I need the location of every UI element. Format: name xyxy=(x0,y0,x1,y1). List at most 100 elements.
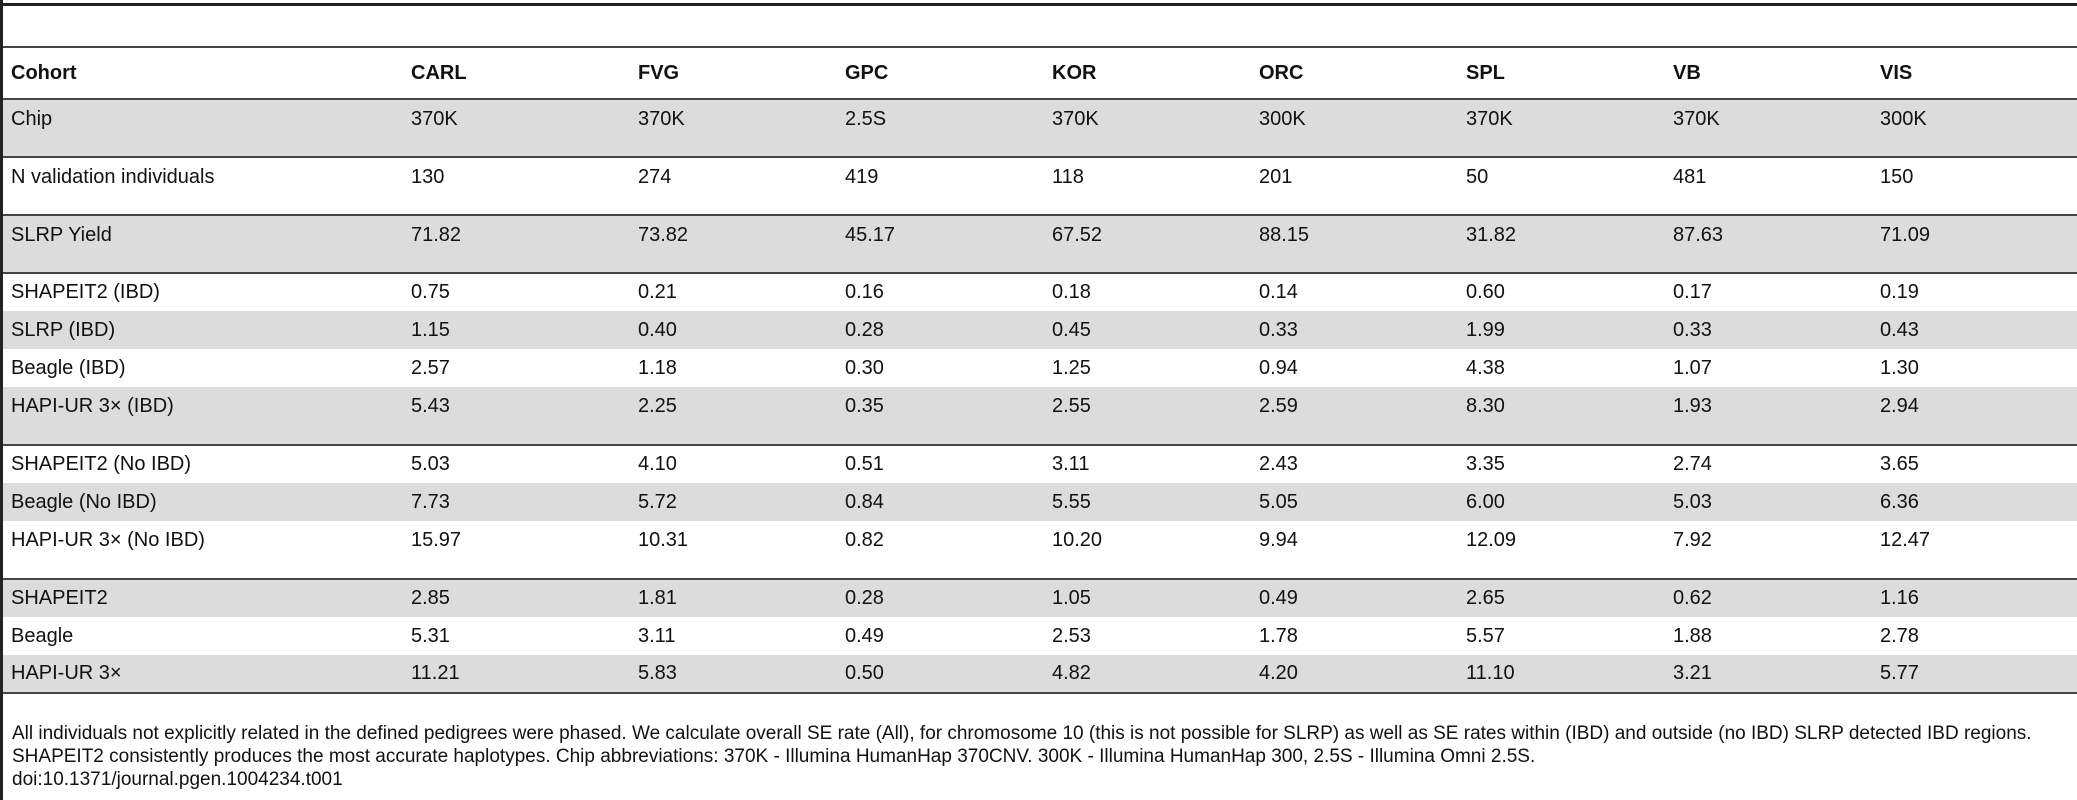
table-cell: 4.82 xyxy=(1052,662,1091,684)
row-label: Beagle xyxy=(11,624,74,647)
table-cell: 0.62 xyxy=(1673,587,1712,609)
table-cell: 0.21 xyxy=(638,281,677,303)
table-cell: 7.92 xyxy=(1673,529,1712,551)
table-cell: 3.11 xyxy=(1052,453,1090,475)
table-cell: 1.25 xyxy=(1052,356,1091,379)
table-cell: 3.11 xyxy=(638,624,676,647)
table-cell: 6.00 xyxy=(1466,490,1505,513)
table-cell: 370K xyxy=(1673,108,1720,130)
table-cell: 0.18 xyxy=(1052,281,1091,303)
table-cell: 419 xyxy=(845,166,879,188)
table-cell: 2.85 xyxy=(411,587,450,609)
row-label: N validation individuals xyxy=(11,166,215,188)
header-vb: VB xyxy=(1673,61,1701,84)
table-cell: 71.09 xyxy=(1880,224,1931,246)
table-cell: 0.49 xyxy=(845,624,884,647)
row-label: HAPI-UR 3× (IBD) xyxy=(11,395,174,417)
table-cell: 2.25 xyxy=(638,395,677,417)
table-cell: 2.43 xyxy=(1259,453,1298,475)
table-cell: 0.43 xyxy=(1880,318,1919,341)
table-cell: 0.75 xyxy=(411,281,450,303)
table-cell: 370K xyxy=(1052,108,1099,130)
table-cell: 2.57 xyxy=(411,356,450,379)
header-orc: ORC xyxy=(1259,61,1304,84)
doi-text: doi:10.1371/journal.pgen.1004234.t001 xyxy=(12,769,343,790)
row-label: Beagle (IBD) xyxy=(11,356,126,379)
table-cell: 300K xyxy=(1259,108,1306,130)
table-cell: 5.03 xyxy=(1673,490,1712,513)
table-cell: 0.49 xyxy=(1259,587,1298,609)
table-cell: 1.93 xyxy=(1673,395,1712,417)
table-cell: 87.63 xyxy=(1673,224,1724,246)
table-cell: 1.16 xyxy=(1880,587,1919,609)
table-cell: 481 xyxy=(1673,166,1707,188)
table-cell: 0.94 xyxy=(1259,356,1298,379)
table-row: Beagle (No IBD) 7.73 5.72 0.84 5.55 5.05… xyxy=(3,483,2077,521)
table-cell: 5.03 xyxy=(411,453,450,475)
table-cell: 0.30 xyxy=(845,356,884,379)
header-cohort: Cohort xyxy=(11,61,77,84)
table-cell: 2.74 xyxy=(1673,453,1712,475)
table-cell: 2.65 xyxy=(1466,587,1505,609)
row-label: SHAPEIT2 xyxy=(11,587,108,609)
table-cell: 3.65 xyxy=(1880,453,1919,475)
table-cell: 2.78 xyxy=(1880,624,1919,647)
table-cell: 0.50 xyxy=(845,662,884,684)
table-cell: 274 xyxy=(638,166,672,188)
table-cell: 370K xyxy=(638,108,685,130)
table-row: N validation individuals 130 274 419 118… xyxy=(3,157,2077,215)
table-cell: 4.20 xyxy=(1259,662,1298,684)
table-cell: 1.99 xyxy=(1466,318,1505,341)
table-cell: 0.28 xyxy=(845,318,884,341)
table-cell: 5.05 xyxy=(1259,490,1298,513)
table-cell: 1.81 xyxy=(638,587,677,609)
table-cell: 5.55 xyxy=(1052,490,1091,513)
table-cell: 12.09 xyxy=(1466,529,1517,551)
table-cell: 15.97 xyxy=(411,529,462,551)
row-label: HAPI-UR 3× xyxy=(11,662,122,684)
table-cell: 0.60 xyxy=(1466,281,1505,303)
table-cell: 370K xyxy=(411,108,458,130)
table-cell: 0.14 xyxy=(1259,281,1298,303)
table-cell: 0.84 xyxy=(845,490,884,513)
table-cell: 0.16 xyxy=(845,281,884,303)
table-row: SHAPEIT2 (No IBD) 5.03 4.10 0.51 3.11 2.… xyxy=(3,445,2077,483)
table-cell: 31.82 xyxy=(1466,224,1517,246)
table-row: SHAPEIT2 (IBD) 0.75 0.21 0.16 0.18 0.14 … xyxy=(3,273,2077,311)
row-label: HAPI-UR 3× (No IBD) xyxy=(11,529,205,551)
table-cell: 5.31 xyxy=(411,624,450,647)
table-cell: 45.17 xyxy=(845,224,896,246)
top-rule xyxy=(3,3,2077,6)
table-cell: 1.88 xyxy=(1673,624,1712,647)
header-vis: VIS xyxy=(1880,61,1913,84)
table-cell: 1.15 xyxy=(411,318,450,341)
data-table: Cohort CARL FVG GPC KOR ORC SPL VB VIS C… xyxy=(3,46,2077,694)
table-cell: 73.82 xyxy=(638,224,689,246)
row-label: SLRP Yield xyxy=(11,224,112,246)
table-cell: 0.45 xyxy=(1052,318,1091,341)
table-cell: 5.83 xyxy=(638,662,677,684)
table-cell: 67.52 xyxy=(1052,224,1103,246)
table-cell: 0.51 xyxy=(845,453,884,475)
table-cell: 150 xyxy=(1880,166,1914,188)
table-row: Chip 370K 370K 2.5S 370K 300K 370K 370K … xyxy=(3,99,2077,157)
table-row: SLRP Yield 71.82 73.82 45.17 67.52 88.15… xyxy=(3,215,2077,273)
table-cell: 0.17 xyxy=(1673,281,1712,303)
table-cell: 5.77 xyxy=(1880,662,1919,684)
table-cell: 300K xyxy=(1880,108,1927,130)
table-cell: 1.05 xyxy=(1052,587,1091,609)
table-footnote: All individuals not explicitly related i… xyxy=(12,722,2072,791)
table-cell: 370K xyxy=(1466,108,1513,130)
table-cell: 5.43 xyxy=(411,395,450,417)
row-label: Chip xyxy=(11,108,53,130)
table-cell: 12.47 xyxy=(1880,529,1931,551)
table-row: HAPI-UR 3× (No IBD) 15.97 10.31 0.82 10.… xyxy=(3,521,2077,579)
table-cell: 3.35 xyxy=(1466,453,1505,475)
row-label: SLRP (IBD) xyxy=(11,318,116,341)
header-carl: CARL xyxy=(411,61,467,84)
table-cell: 201 xyxy=(1259,166,1293,188)
table-cell: 5.57 xyxy=(1466,624,1505,647)
table-cell: 10.20 xyxy=(1052,529,1103,551)
row-label: SHAPEIT2 (No IBD) xyxy=(11,453,192,475)
